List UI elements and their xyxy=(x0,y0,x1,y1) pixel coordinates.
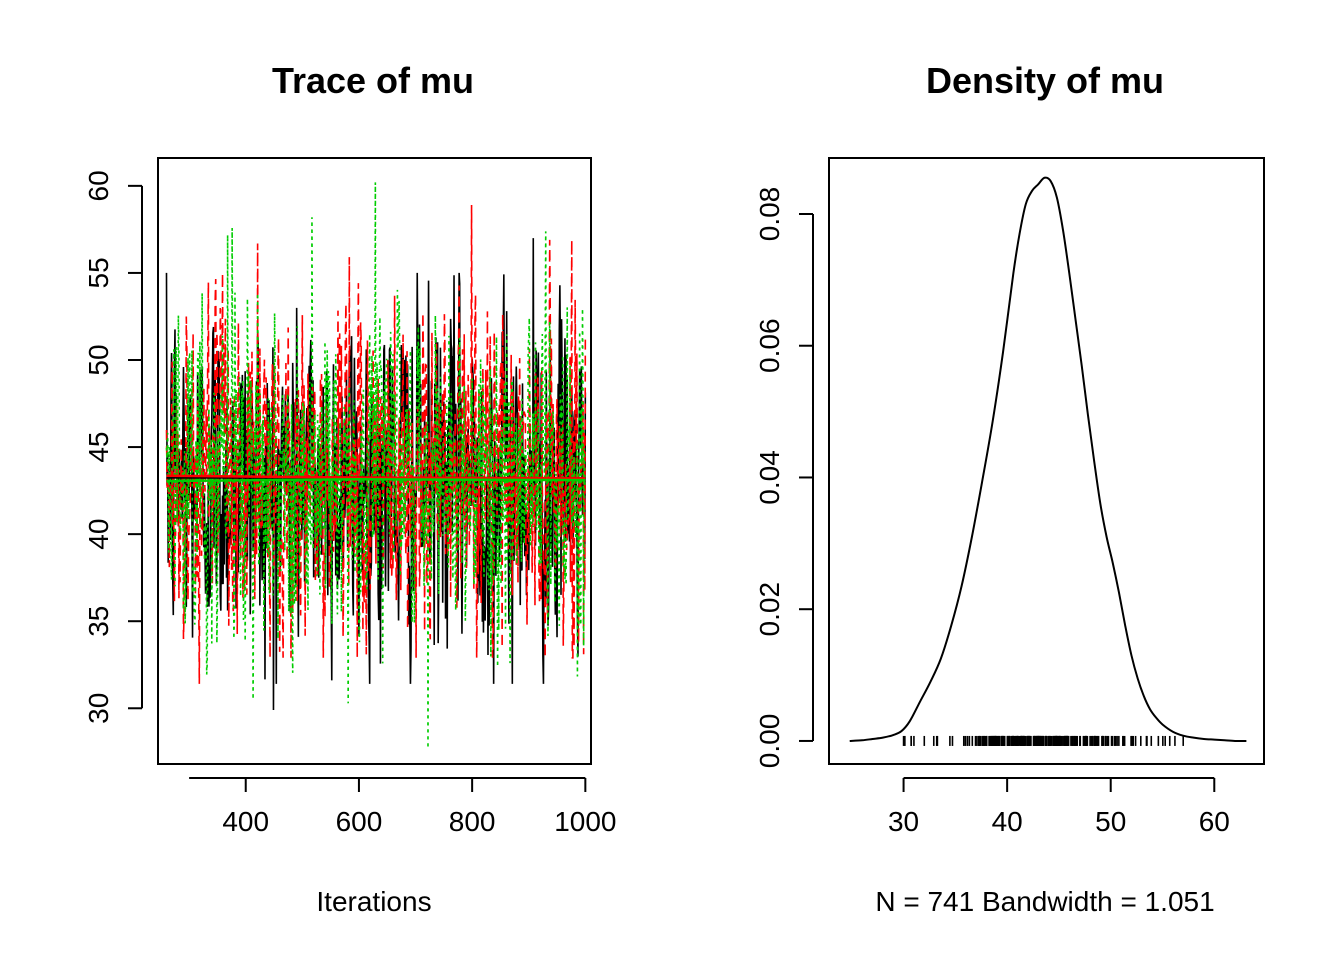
density-x-tick-label: 60 xyxy=(1199,806,1230,837)
density-x-tick-label: 30 xyxy=(888,806,919,837)
trace-y-tick-label: 40 xyxy=(83,519,114,550)
trace-x-tick-label: 400 xyxy=(222,806,269,837)
density-y-tick-label: 0.02 xyxy=(754,582,785,637)
density-plot-box xyxy=(828,157,1265,765)
trace-x-tick-label: 600 xyxy=(336,806,383,837)
trace-chain-2 xyxy=(165,205,587,684)
trace-panel: Trace of mu 400 600 800 1000 30 35 40 45 50 55 60… xyxy=(83,60,616,917)
density-curve xyxy=(849,176,1247,742)
density-panel: Density of mu 30 40 50 60 0.000.020.040.060… xyxy=(754,60,1265,917)
density-title: Density of mu xyxy=(926,60,1164,101)
trace-y-tick-label: 50 xyxy=(83,344,114,375)
trace-title: Trace of mu xyxy=(272,60,474,101)
trace-y-tick-label: 60 xyxy=(83,170,114,201)
density-y-tick-label: 0.08 xyxy=(754,187,785,242)
trace-y-tick-label: 45 xyxy=(83,431,114,462)
trace-y-axis: 30 35 40 45 50 55 60 xyxy=(83,170,143,724)
trace-running-mean-2 xyxy=(166,474,586,480)
trace-y-tick-label: 30 xyxy=(83,693,114,724)
trace-x-axis-label: Iterations xyxy=(316,886,431,917)
trace-y-tick-label: 55 xyxy=(83,257,114,288)
trace-y-tick-label: 35 xyxy=(83,606,114,637)
trace-x-tick-label: 1000 xyxy=(554,806,616,837)
trace-x-tick-label: 800 xyxy=(449,806,496,837)
density-y-tick-label: 0.06 xyxy=(754,318,785,373)
density-y-tick-label: 0.00 xyxy=(754,714,785,769)
trace-series xyxy=(165,182,587,749)
density-x-axis: 30 40 50 60 xyxy=(888,777,1230,837)
trace-chain-3 xyxy=(165,182,587,749)
density-x-tick-label: 40 xyxy=(992,806,1023,837)
density-rug xyxy=(902,735,1185,746)
trace-running-mean-3 xyxy=(166,478,586,483)
trace-x-axis: 400 600 800 1000 xyxy=(189,777,616,837)
density-x-axis-label: N = 741 Bandwidth = 1.051 xyxy=(875,886,1214,917)
density-x-tick-label: 50 xyxy=(1095,806,1126,837)
density-y-axis: 0.00 0.02 0.04 0.06 0.08 xyxy=(754,187,814,769)
trace-plot-box xyxy=(157,157,592,765)
density-y-tick-label: 0.04 xyxy=(754,450,785,505)
